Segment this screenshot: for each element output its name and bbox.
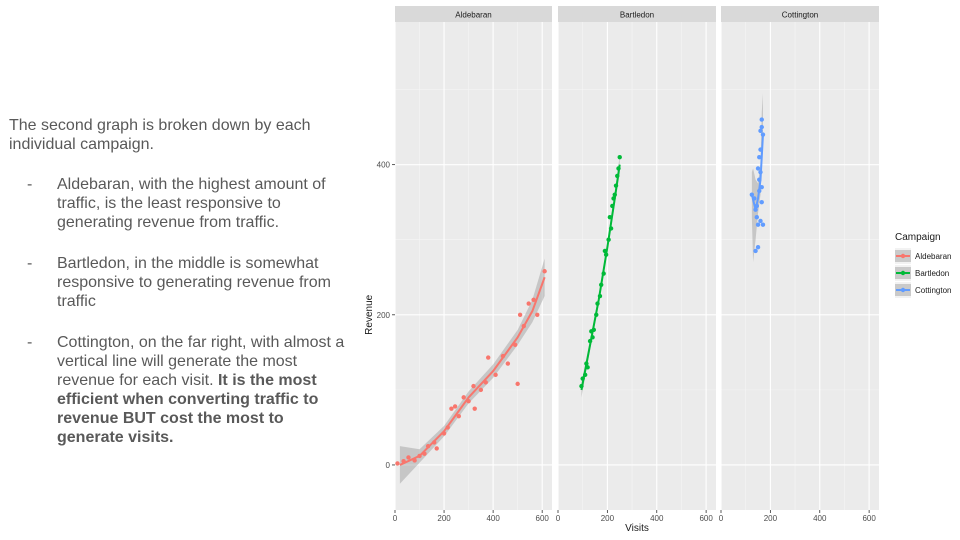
data-point xyxy=(759,124,764,130)
data-point xyxy=(478,387,484,393)
x-tick-label: 600 xyxy=(536,514,550,523)
y-axis-title: Revenue xyxy=(364,294,375,334)
panel-background xyxy=(395,22,552,510)
confidence-band xyxy=(751,93,763,263)
x-tick-label: 0 xyxy=(393,514,398,523)
x-tick-label: 0 xyxy=(719,514,724,523)
x-tick-label: 400 xyxy=(486,514,500,523)
facet-strip xyxy=(721,6,879,22)
smooth-line xyxy=(750,134,764,210)
data-point xyxy=(535,312,540,317)
data-point xyxy=(753,248,758,254)
data-point xyxy=(758,218,763,224)
data-point xyxy=(493,372,498,378)
bullet-text: Bartledon, in the middle is somewhat res… xyxy=(57,255,331,310)
data-point xyxy=(755,245,761,250)
legend-key-point xyxy=(900,287,906,293)
bullet-cottington: - Cottington, on the far right, with almo… xyxy=(9,333,354,447)
data-point xyxy=(757,154,762,160)
bullet-bold-text: It is the most efficient when converting… xyxy=(57,372,319,446)
data-point xyxy=(461,395,466,400)
panel-background xyxy=(558,22,716,510)
x-tick-label: 400 xyxy=(650,514,664,523)
legend-label: Cottington xyxy=(915,286,951,295)
x-tick-label: 400 xyxy=(813,514,827,523)
x-axis-title: Visits xyxy=(625,523,649,534)
y-tick-label: 200 xyxy=(377,311,391,320)
x-tick-label: 200 xyxy=(601,514,615,523)
bullet-dash: - xyxy=(27,255,33,272)
y-tick-label: 400 xyxy=(377,161,391,170)
data-point xyxy=(471,383,476,389)
legend-title: Campaign xyxy=(895,232,941,243)
data-point xyxy=(759,199,764,205)
text-panel: The second graph is broken down by each … xyxy=(9,116,354,469)
data-point xyxy=(760,222,766,227)
x-tick-label: 200 xyxy=(764,514,778,523)
data-point xyxy=(755,222,761,227)
facet-strip-label: Cottington xyxy=(782,11,818,20)
panel-background xyxy=(721,22,879,510)
facet-cottington: Cottington 0 200 400 600 xyxy=(719,6,879,523)
facet-strip xyxy=(395,6,552,22)
data-point xyxy=(406,455,411,460)
intro-paragraph: The second graph is broken down by each … xyxy=(9,117,311,153)
data-point xyxy=(526,301,531,306)
bullet-list: - Aldebaran, with the highest amount of t… xyxy=(9,175,354,447)
data-point xyxy=(395,461,400,466)
data-point xyxy=(472,406,477,411)
bullet-dash: - xyxy=(27,334,33,351)
data-point xyxy=(758,128,763,134)
smooth-line xyxy=(399,276,546,466)
y-tick-label: 0 xyxy=(386,461,391,470)
data-point xyxy=(542,269,547,274)
data-point xyxy=(434,446,439,451)
x-tick-label: 600 xyxy=(699,514,713,523)
smooth-line xyxy=(580,164,621,391)
facet-aldebaran: Aldebaran 0 200 400 600 xyxy=(393,6,552,523)
facet-strip-label: Bartledon xyxy=(620,11,654,20)
data-point xyxy=(505,361,511,366)
bullet-dash: - xyxy=(27,176,33,193)
bullet-bartledon: - Bartledon, in the middle is somewhat re… xyxy=(9,254,354,311)
data-point xyxy=(531,297,536,302)
facet-strip xyxy=(558,6,716,22)
legend: Campaign Aldebaran Bartledon Cottington xyxy=(895,232,951,298)
legend-key-point xyxy=(900,270,906,276)
data-point xyxy=(617,154,622,160)
bullet-aldebaran: - Aldebaran, with the highest amount of t… xyxy=(9,175,354,232)
x-tick-label: 200 xyxy=(437,514,451,523)
legend-label: Bartledon xyxy=(915,269,949,278)
data-point xyxy=(515,381,520,387)
x-tick-label: 600 xyxy=(862,514,876,523)
bullet-text: Aldebaran, with the highest amount of tr… xyxy=(57,176,326,231)
data-point xyxy=(486,355,491,360)
data-point xyxy=(755,166,761,171)
data-point xyxy=(759,117,764,122)
x-tick-label: 0 xyxy=(556,514,561,523)
data-point xyxy=(754,215,759,220)
bullet-text: Cottington, on the far right, with almos… xyxy=(57,334,345,389)
data-point xyxy=(456,413,461,419)
legend-label: Aldebaran xyxy=(915,252,951,261)
facet-strip-label: Aldebaran xyxy=(455,11,491,20)
data-point xyxy=(449,406,454,411)
facet-bartledon: Bartledon 0 200 400 600 xyxy=(556,6,716,523)
legend-key-point xyxy=(900,253,906,259)
data-point xyxy=(517,312,523,317)
data-point xyxy=(452,404,458,409)
